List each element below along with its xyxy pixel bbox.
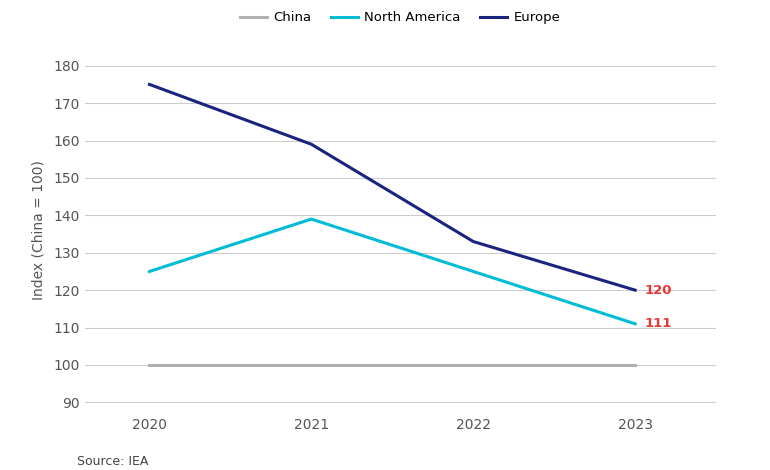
Text: Source: IEA: Source: IEA bbox=[77, 455, 149, 468]
Y-axis label: Index (China = 100): Index (China = 100) bbox=[31, 160, 45, 300]
North America bbox=[469, 269, 478, 274]
Europe bbox=[145, 82, 154, 87]
Text: 111: 111 bbox=[644, 317, 672, 330]
North America bbox=[145, 269, 154, 274]
Legend: China, North America, Europe: China, North America, Europe bbox=[235, 6, 566, 30]
China bbox=[469, 362, 478, 368]
Text: 120: 120 bbox=[644, 284, 672, 297]
North America bbox=[631, 321, 640, 327]
China bbox=[631, 362, 640, 368]
Europe bbox=[306, 141, 316, 147]
North America bbox=[306, 216, 316, 222]
China bbox=[306, 362, 316, 368]
Europe bbox=[631, 287, 640, 293]
Europe bbox=[469, 239, 478, 244]
Line: North America: North America bbox=[149, 219, 635, 324]
China bbox=[145, 362, 154, 368]
Line: Europe: Europe bbox=[149, 85, 635, 290]
